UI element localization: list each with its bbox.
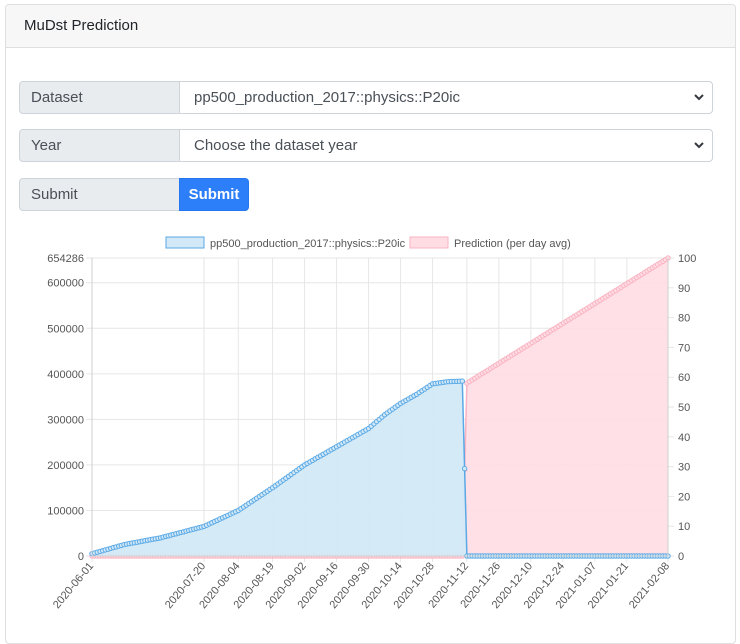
chart-legend: pp500_production_2017::physics::P20ic Pre… <box>165 236 571 250</box>
y-left-tick-label: 0 <box>78 551 84 563</box>
x-tick-label: 2020-06-01 <box>51 560 96 611</box>
x-tick-label: 2021-02-08 <box>627 560 672 611</box>
series-p20ic-legend-swatch <box>165 236 205 249</box>
card-title: MuDst Prediction <box>6 5 735 48</box>
y-left-tick-label: 654286 <box>47 253 84 265</box>
y-left-tick-label: 600000 <box>47 278 84 290</box>
y-right-tick-label: 0 <box>678 551 684 563</box>
series-p20ic-point <box>461 465 468 472</box>
dataset-row: Dataset pp500_production_2017::physics::… <box>19 81 713 114</box>
y-right-tick-label: 30 <box>678 462 690 474</box>
year-label: Year <box>19 129 180 162</box>
y-right-tick-label: 70 <box>678 342 690 354</box>
dataset-select-value: pp500_production_2017::physics::P20ic <box>194 89 461 106</box>
y-left-tick-label: 200000 <box>47 460 84 472</box>
y-right-tick-label: 90 <box>678 283 690 295</box>
submit-button[interactable]: Submit <box>179 178 249 211</box>
series-prediction-legend-label: Prediction (per day avg) <box>454 238 571 250</box>
year-select[interactable]: Choose the dataset year <box>179 129 713 162</box>
y-left-tick-label: 400000 <box>47 369 84 381</box>
y-right-tick-label: 10 <box>678 521 690 533</box>
y-right-tick-label: 20 <box>678 491 690 503</box>
series-prediction-area <box>92 258 668 556</box>
y-left-tick-label: 300000 <box>47 414 84 426</box>
series-prediction-legend-swatch <box>409 236 449 249</box>
y-right-tick-label: 50 <box>678 402 690 414</box>
series-p20ic-legend-label: pp500_production_2017::physics::P20ic <box>210 238 406 250</box>
y-right-tick-label: 80 <box>678 313 690 325</box>
y-left-tick-label: 100000 <box>47 505 84 517</box>
submit-row: Submit Submit <box>19 178 713 211</box>
series-p20ic-point <box>459 378 465 384</box>
chevron-down-icon <box>694 94 704 101</box>
y-right-tick-label: 40 <box>678 432 690 444</box>
chevron-down-icon <box>694 142 704 149</box>
prediction-chart: 2020-06-01 2020-07-202020-08-042020-08-19… <box>47 236 696 611</box>
year-select-value: Choose the dataset year <box>194 137 358 154</box>
year-row: Year Choose the dataset year <box>19 129 713 162</box>
dataset-select[interactable]: pp500_production_2017::physics::P20ic <box>179 81 713 114</box>
y-right-tick-label: 100 <box>678 253 696 265</box>
chart-series <box>89 255 671 559</box>
dataset-label: Dataset <box>19 81 180 114</box>
y-right-tick-label: 60 <box>678 372 690 384</box>
y-left-tick-label: 500000 <box>47 323 84 335</box>
